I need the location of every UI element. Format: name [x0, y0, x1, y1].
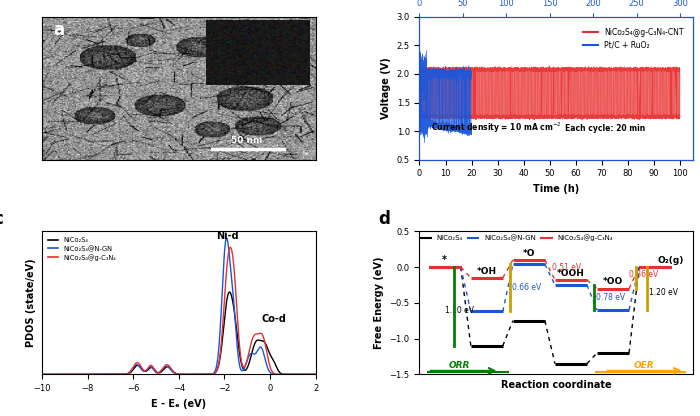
Text: Each cycle: 20 min: Each cycle: 20 min — [566, 124, 645, 133]
Legend: NiCo₂S₄@g-C₃N₄-CNT, Pt/C + RuO₂: NiCo₂S₄@g-C₃N₄-CNT, Pt/C + RuO₂ — [580, 25, 687, 53]
Text: d: d — [379, 210, 391, 228]
Text: 1.10 eV: 1.10 eV — [444, 305, 474, 314]
Text: *OO: *OO — [603, 277, 623, 286]
Text: 1.20 eV: 1.20 eV — [649, 287, 678, 297]
Text: Ni-d: Ni-d — [216, 231, 239, 241]
Text: 50 nm: 50 nm — [232, 136, 262, 145]
Text: O₂(g): O₂(g) — [657, 256, 684, 265]
Text: Co-d: Co-d — [262, 314, 287, 324]
Text: 0.78 eV: 0.78 eV — [596, 293, 625, 302]
X-axis label: Time (h): Time (h) — [533, 184, 580, 194]
Text: *OOH: *OOH — [557, 269, 585, 277]
Text: *: * — [442, 255, 447, 265]
Text: 0.66 eV: 0.66 eV — [512, 283, 541, 292]
X-axis label: Reaction coordinate: Reaction coordinate — [501, 380, 612, 390]
Legend: NiCo₂S₄, NiCo₂S₄@N-GN, NiCo₂S₄@g-C₃N₄: NiCo₂S₄, NiCo₂S₄@N-GN, NiCo₂S₄@g-C₃N₄ — [417, 232, 616, 244]
Text: *O: *O — [523, 249, 535, 258]
Y-axis label: Free Energy (eV): Free Energy (eV) — [374, 257, 384, 349]
Text: ORR: ORR — [449, 361, 470, 370]
Text: OER: OER — [634, 361, 655, 370]
Y-axis label: Voltage (V): Voltage (V) — [381, 57, 391, 119]
Text: a: a — [53, 21, 64, 39]
Text: 0.51 eV: 0.51 eV — [552, 262, 581, 272]
X-axis label: E - Eₑ (eV): E - Eₑ (eV) — [151, 399, 206, 409]
Text: c: c — [0, 210, 3, 228]
Legend: NiCo₂S₄, NiCo₂S₄@N-GN, NiCo₂S₄@g-C₃N₄: NiCo₂S₄, NiCo₂S₄@N-GN, NiCo₂S₄@g-C₃N₄ — [46, 235, 119, 263]
Y-axis label: PDOS (state/eV): PDOS (state/eV) — [27, 258, 36, 347]
Text: *OH: *OH — [477, 267, 497, 275]
Text: Current density = 10 mA cm$^{-2}$: Current density = 10 mA cm$^{-2}$ — [430, 121, 561, 136]
Text: 0.36 eV: 0.36 eV — [629, 270, 658, 280]
Text: b: b — [392, 0, 404, 2]
